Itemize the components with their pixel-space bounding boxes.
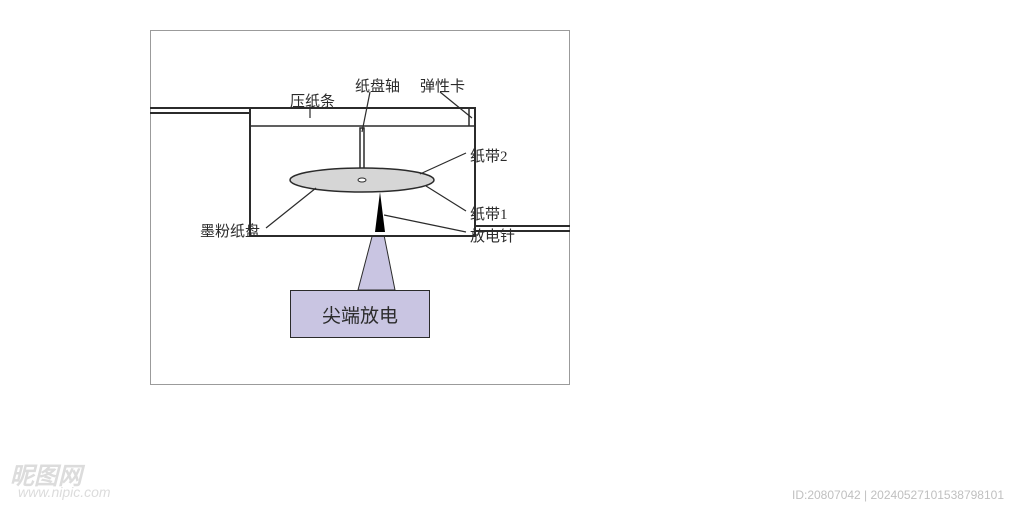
label-spool-axis: 纸盘轴 (355, 75, 400, 96)
watermark-url: www.nipic.com (18, 484, 111, 500)
label-discharge-pin: 放电针 (470, 225, 515, 246)
image-id-meta: ID:20807042 | 20240527101538798101 (792, 488, 1004, 502)
tip-discharge-callout: 尖端放电 (290, 290, 430, 338)
label-tape-2: 纸带2 (470, 145, 508, 166)
device-drawing (0, 0, 1024, 505)
tip-discharge-callout-text: 尖端放电 (322, 301, 398, 328)
label-tape-1: 纸带1 (470, 203, 508, 224)
label-elastic-clip: 弹性卡 (420, 75, 465, 96)
label-paper-strip: 压纸条 (290, 90, 335, 111)
canvas: 压纸条 纸盘轴 弹性卡 纸带2 纸带1 放电针 墨粉纸盘 尖端放电 昵图网 ww… (0, 0, 1024, 505)
label-toner-spool: 墨粉纸盘 (200, 220, 260, 241)
